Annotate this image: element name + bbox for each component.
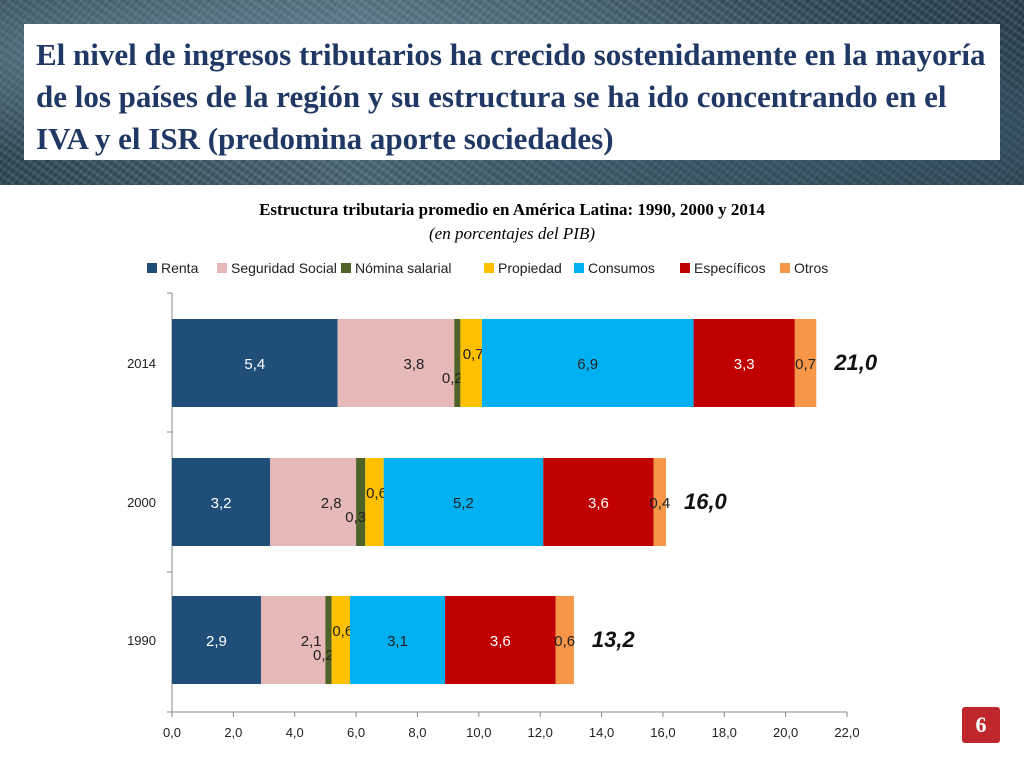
bar-segment [337,319,455,407]
legend-swatch [484,263,494,273]
legend-label: Nómina salarial [355,260,451,276]
data-label: 2,9 [206,633,227,650]
data-label: 3,6 [588,495,609,512]
bar-segment [693,319,795,407]
x-tick-label: 0,0 [163,725,181,740]
legend-swatch [680,263,690,273]
bar-segment [653,458,666,546]
bar-segment [172,458,271,546]
bar-segment [555,596,574,684]
bar-segment [331,596,350,684]
data-label: 6,9 [577,356,598,373]
data-label: 3,8 [404,356,425,373]
bar-segment [356,458,366,546]
bar-segment [794,319,817,407]
data-label: 0,7 [795,356,816,373]
data-label: 0,6 [554,633,575,650]
legend-label: Específicos [694,260,766,276]
x-tick-label: 14,0 [589,725,614,740]
data-label: 0,3 [345,509,366,526]
data-label: 3,3 [734,356,755,373]
data-label: 0,2 [313,647,334,664]
data-label: 5,2 [453,495,474,512]
legend-label: Seguridad Social [231,260,337,276]
x-tick-label: 22,0 [834,725,859,740]
legend-swatch [147,263,157,273]
total-label: 21,0 [833,350,878,375]
bar-segment [172,596,261,684]
legend-swatch [217,263,227,273]
x-tick-label: 10,0 [466,725,491,740]
legend-label: Propiedad [498,260,562,276]
data-label: 0,7 [463,346,484,363]
bar-segment [325,596,332,684]
bar-segment [349,596,446,684]
chart-subtitle: (en porcentajes del PIB) [429,224,595,243]
y-tick-label: 1990 [127,633,156,648]
legend-swatch [341,263,351,273]
legend-swatch [780,263,790,273]
x-tick-label: 6,0 [347,725,365,740]
data-label: 0,2 [442,370,463,387]
bar-segment [172,319,338,407]
bar-segment [460,319,482,407]
title-box: El nivel de ingresos tributarios ha crec… [24,24,1000,160]
bar-segment [481,319,694,407]
bar-segment [270,458,357,546]
x-tick-label: 16,0 [650,725,675,740]
bar-segment [543,458,654,546]
x-tick-label: 12,0 [528,725,553,740]
data-label: 2,1 [301,633,322,650]
bar-segment [365,458,384,546]
bar-segment [260,596,326,684]
legend-label: Consumos [588,260,655,276]
y-tick-label: 2000 [127,495,156,510]
data-label: 3,6 [490,633,511,650]
x-tick-label: 20,0 [773,725,798,740]
x-tick-label: 2,0 [224,725,242,740]
data-label: 0,4 [649,495,670,512]
x-tick-label: 18,0 [712,725,737,740]
page-title: El nivel de ingresos tributarios ha crec… [36,37,986,156]
data-label: 5,4 [244,356,265,373]
page-number-badge: 6 [962,707,1000,743]
data-label: 2,8 [321,495,342,512]
data-label: 3,2 [211,495,232,512]
total-label: 16,0 [684,489,728,514]
legend-swatch [574,263,584,273]
total-label: 13,2 [592,627,636,652]
x-tick-label: 4,0 [286,725,304,740]
legend-label: Renta [161,260,199,276]
chart-title: Estructura tributaria promedio en Améric… [259,200,765,219]
x-tick-label: 8,0 [408,725,426,740]
data-label: 0,6 [366,485,387,502]
bar-segment [383,458,544,546]
bar-segment [445,596,556,684]
bar-segment [454,319,461,407]
data-label: 0,6 [332,623,353,640]
data-label: 3,1 [387,633,408,650]
y-tick-label: 2014 [127,356,156,371]
legend-label: Otros [794,260,828,276]
